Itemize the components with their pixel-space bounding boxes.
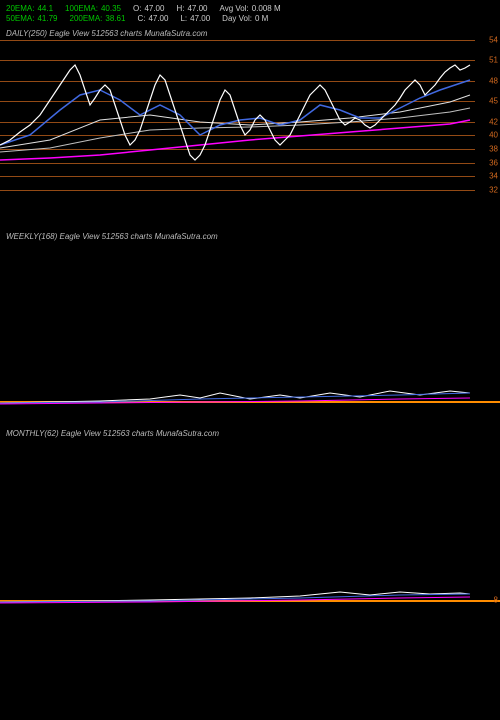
stat-value: 0.008 M	[252, 4, 281, 13]
stat-value: 44.1	[37, 4, 53, 13]
stat-item: 50EMA:41.79	[6, 14, 58, 24]
stat-value: 38.61	[105, 14, 125, 23]
y-axis-label: 54	[489, 35, 498, 44]
stat-value: 47.00	[144, 4, 164, 13]
monthly-chart: 8	[0, 440, 500, 620]
stats-row-1: 20EMA:44.1100EMA:40.35O:47.00H:47.00Avg …	[6, 4, 494, 14]
grid-line	[0, 190, 475, 191]
weekly-chart	[0, 243, 500, 423]
small-svg	[0, 243, 475, 423]
stat-label: 50EMA:	[6, 14, 34, 23]
series-ema200	[0, 120, 470, 160]
stat-item: 20EMA:44.1	[6, 4, 53, 14]
y-axis-label: 45	[489, 97, 498, 106]
stat-item: 200EMA:38.61	[70, 14, 126, 24]
stat-label: 200EMA:	[70, 14, 103, 23]
stat-item: H:47.00	[176, 4, 207, 14]
y-axis-label: 8	[494, 595, 498, 604]
stat-value: 47.00	[190, 14, 210, 23]
y-axis-label: 40	[489, 131, 498, 140]
stat-item: 100EMA:40.35	[65, 4, 121, 14]
stat-label: 100EMA:	[65, 4, 98, 13]
daily-svg	[0, 40, 475, 190]
stat-value: 40.35	[101, 4, 121, 13]
stats-row-2: 50EMA:41.79200EMA:38.61C:47.00L:47.00Day…	[6, 14, 494, 24]
series-ema100	[0, 108, 470, 152]
daily-chart: 54514845424038363432	[0, 40, 500, 190]
y-axis-label: 36	[489, 158, 498, 167]
stat-item: C:47.00	[137, 14, 168, 24]
stat-item: L:47.00	[180, 14, 210, 24]
stat-item: Day Vol:0 M	[222, 14, 268, 24]
y-axis-label: 38	[489, 144, 498, 153]
y-axis-label: 51	[489, 56, 498, 65]
stat-label: H:	[176, 4, 184, 13]
y-axis-label: 32	[489, 185, 498, 194]
stat-label: L:	[180, 14, 187, 23]
stat-value: 47.00	[187, 4, 207, 13]
y-axis-label: 34	[489, 172, 498, 181]
series-pink	[0, 398, 470, 404]
y-axis-label: 48	[489, 76, 498, 85]
monthly-title: MONTHLY(62) Eagle View 512563 charts Mun…	[0, 427, 500, 440]
stat-item: O:47.00	[133, 4, 164, 14]
stat-item: Avg Vol:0.008 M	[220, 4, 281, 14]
stat-label: Avg Vol:	[220, 4, 249, 13]
y-axis-label: 42	[489, 117, 498, 126]
stat-label: 20EMA:	[6, 4, 34, 13]
stat-value: 47.00	[148, 14, 168, 23]
weekly-title: WEEKLY(168) Eagle View 512563 charts Mun…	[0, 230, 500, 243]
stat-label: O:	[133, 4, 141, 13]
small-svg	[0, 440, 475, 620]
stat-value: 0 M	[255, 14, 268, 23]
stat-value: 41.79	[37, 14, 57, 23]
daily-title: DAILY(250) Eagle View 512563 charts Muna…	[0, 27, 500, 40]
stats-bar: 20EMA:44.1100EMA:40.35O:47.00H:47.00Avg …	[0, 0, 500, 27]
stat-label: Day Vol:	[222, 14, 252, 23]
stat-label: C:	[137, 14, 145, 23]
